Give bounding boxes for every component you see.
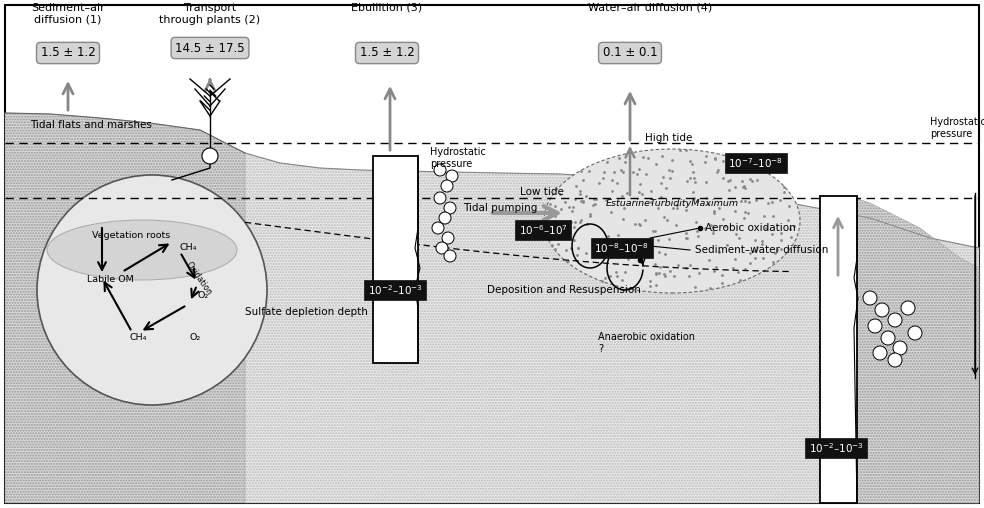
Circle shape	[888, 353, 902, 367]
Text: $10^{-2}$–$10^{-3}$: $10^{-2}$–$10^{-3}$	[367, 283, 422, 297]
Circle shape	[439, 212, 451, 224]
Text: Sediment–water diffusion: Sediment–water diffusion	[695, 245, 829, 255]
Circle shape	[432, 222, 444, 234]
Text: Low tide: Low tide	[520, 187, 564, 197]
Ellipse shape	[47, 220, 237, 280]
Circle shape	[436, 242, 448, 254]
Text: Deposition and Resuspension: Deposition and Resuspension	[487, 285, 641, 295]
Circle shape	[893, 341, 907, 355]
Circle shape	[863, 291, 877, 305]
Text: $10^{-8}$–$10^{-8}$: $10^{-8}$–$10^{-8}$	[594, 241, 649, 255]
Circle shape	[441, 180, 453, 192]
Circle shape	[434, 192, 446, 204]
Text: O₂: O₂	[190, 333, 202, 342]
Circle shape	[444, 202, 456, 214]
Text: Tidal flats and marshes: Tidal flats and marshes	[30, 120, 152, 130]
Circle shape	[901, 301, 915, 315]
Circle shape	[434, 164, 446, 176]
Text: 14.5 ± 17.5: 14.5 ± 17.5	[175, 42, 245, 54]
Text: High tide: High tide	[645, 133, 693, 143]
Text: Sulfate depletion depth: Sulfate depletion depth	[245, 307, 368, 317]
Ellipse shape	[544, 149, 800, 293]
Text: Oxidation: Oxidation	[184, 260, 214, 297]
Circle shape	[444, 250, 456, 262]
Polygon shape	[5, 113, 245, 503]
Text: CH₄: CH₄	[180, 243, 198, 252]
Circle shape	[888, 313, 902, 327]
Text: $10^{-2}$–$10^{-3}$: $10^{-2}$–$10^{-3}$	[809, 441, 864, 455]
Circle shape	[868, 319, 882, 333]
Bar	[373, 156, 418, 363]
Text: Hydrostatic
pressure: Hydrostatic pressure	[430, 147, 486, 169]
Circle shape	[446, 170, 458, 182]
Circle shape	[908, 326, 922, 340]
Circle shape	[442, 232, 454, 244]
Text: Tidal pumping: Tidal pumping	[463, 203, 537, 213]
Text: Hydrostatic
pressure: Hydrostatic pressure	[930, 117, 984, 139]
Text: Anaerobic oxidation
?: Anaerobic oxidation ?	[598, 332, 695, 354]
Circle shape	[202, 148, 218, 164]
Text: Vegetation roots: Vegetation roots	[92, 231, 170, 239]
Text: $10^{-6}$–$10^{7}$: $10^{-6}$–$10^{7}$	[519, 223, 568, 237]
Text: Transport
through plants (2): Transport through plants (2)	[159, 3, 261, 24]
Text: Labile OM: Labile OM	[87, 275, 134, 284]
Text: Sediment–air
diffusion (1): Sediment–air diffusion (1)	[31, 3, 105, 24]
Circle shape	[875, 303, 889, 317]
Circle shape	[881, 331, 895, 345]
Text: Ebullition (3): Ebullition (3)	[351, 3, 422, 13]
Polygon shape	[855, 198, 979, 503]
Bar	[820, 196, 857, 503]
Polygon shape	[245, 153, 979, 503]
Text: Aerobic oxidation: Aerobic oxidation	[705, 223, 796, 233]
Text: $10^{-7}$–$10^{-8}$: $10^{-7}$–$10^{-8}$	[728, 156, 783, 170]
Text: 1.5 ± 1.2: 1.5 ± 1.2	[40, 47, 95, 59]
Text: 1.5 ± 1.2: 1.5 ± 1.2	[359, 47, 414, 59]
Circle shape	[37, 175, 267, 405]
Circle shape	[873, 346, 887, 360]
Text: Water–air diffusion (4): Water–air diffusion (4)	[587, 3, 712, 13]
Text: 0.1 ± 0.1: 0.1 ± 0.1	[602, 47, 657, 59]
Text: O₂: O₂	[197, 291, 209, 300]
Text: CH₄: CH₄	[130, 333, 148, 342]
Text: EstuarineTurbidityMaximum: EstuarineTurbidityMaximum	[605, 199, 739, 207]
